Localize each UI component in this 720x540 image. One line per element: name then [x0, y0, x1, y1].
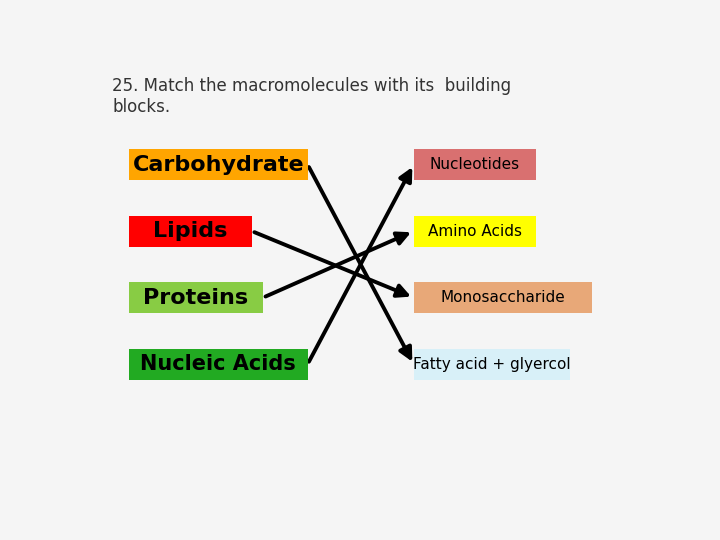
- Text: 25. Match the macromolecules with its  building
blocks.: 25. Match the macromolecules with its bu…: [112, 77, 511, 116]
- FancyBboxPatch shape: [129, 349, 307, 380]
- Text: Proteins: Proteins: [143, 288, 248, 308]
- FancyBboxPatch shape: [413, 349, 570, 380]
- Text: Lipids: Lipids: [153, 221, 228, 241]
- FancyBboxPatch shape: [129, 215, 252, 247]
- Text: Nucleotides: Nucleotides: [430, 157, 520, 172]
- FancyBboxPatch shape: [129, 149, 307, 180]
- Text: Fatty acid + glyercol: Fatty acid + glyercol: [413, 357, 570, 372]
- FancyBboxPatch shape: [413, 215, 536, 247]
- Text: Amino Acids: Amino Acids: [428, 224, 522, 239]
- FancyBboxPatch shape: [129, 282, 263, 313]
- Text: Carbohydrate: Carbohydrate: [132, 154, 304, 174]
- Text: Monosaccharide: Monosaccharide: [441, 290, 565, 305]
- FancyBboxPatch shape: [413, 282, 592, 313]
- FancyBboxPatch shape: [413, 149, 536, 180]
- Text: Nucleic Acids: Nucleic Acids: [140, 354, 296, 374]
